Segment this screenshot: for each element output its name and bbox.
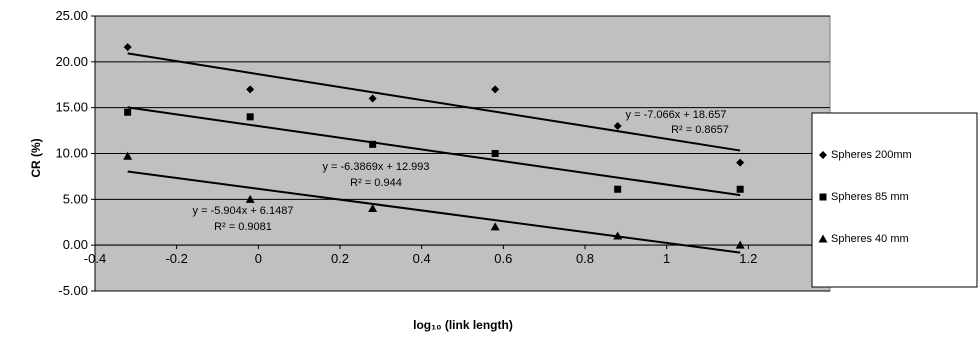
trend-equation-0: y = -7.066x + 18.657 <box>626 109 727 121</box>
point-s1-5 <box>736 185 744 193</box>
x-tick-label-0: -0.4 <box>84 251 106 266</box>
y-tick-label-4: 15.00 <box>55 100 88 115</box>
trend-equations: y = -7.066x + 18.657 R² = 0.8657 y = -6.38… <box>193 109 729 233</box>
point-s1-4 <box>614 185 622 193</box>
y-tick-label-2: 5.00 <box>63 191 88 206</box>
point-s2-0 <box>123 151 133 160</box>
y-axis-title: CR (%) <box>29 138 43 177</box>
x-tick-label-1: -0.2 <box>165 251 187 266</box>
legend-box <box>811 112 978 288</box>
point-s0-3 <box>491 85 500 94</box>
point-s1-0 <box>124 108 132 116</box>
x-tick-label-4: 0.4 <box>413 251 431 266</box>
point-s2-3 <box>490 222 500 231</box>
x-tick-label-8: 1.2 <box>739 251 757 266</box>
point-s0-4 <box>613 122 622 130</box>
trendline-0 <box>127 52 741 152</box>
point-s0-2 <box>368 94 377 103</box>
point-s2-4 <box>613 231 623 240</box>
trend-r2-1: R² = 0.944 <box>350 177 402 189</box>
y-tick-label-0: -5.00 <box>58 283 88 298</box>
point-s2-2 <box>368 204 378 212</box>
x-tick-label-2: 0 <box>255 251 262 266</box>
y-tick-label-1: 0.00 <box>63 237 88 252</box>
x-tick-label-3: 0.2 <box>331 251 349 266</box>
data-points <box>123 43 745 249</box>
x-tick-label-7: 1 <box>663 251 670 266</box>
point-s2-1 <box>245 194 255 203</box>
y-tick-labels: -5.00 0.00 5.00 10.00 15.00 20.00 25.00 <box>55 8 95 298</box>
trend-r2-0: R² = 0.8657 <box>671 124 729 136</box>
point-s1-3 <box>491 150 499 157</box>
trendlines <box>127 52 741 254</box>
x-tick-label-5: 0.6 <box>494 251 512 266</box>
trend-equation-2: y = -5.904x + 6.1487 <box>193 205 294 217</box>
legend-label-2: Spheres 40 mm <box>831 233 909 245</box>
y-tick-label-3: 10.00 <box>55 146 88 161</box>
trendline-2 <box>127 170 741 254</box>
legend: Spheres 200mm Spheres 85 mm Spheres 40 mm <box>811 112 978 288</box>
x-tick-label-6: 0.8 <box>576 251 594 266</box>
x-tick-labels: -0.4-0.200.20.40.60.811.21.4 <box>84 245 839 266</box>
point-s1-1 <box>246 113 254 121</box>
trendline-1 <box>127 106 741 197</box>
legend-marker-2 <box>818 234 828 243</box>
trend-equation-1: y = -6.3869x + 12.993 <box>322 161 429 173</box>
legend-label-1: Spheres 85 mm <box>831 191 909 203</box>
trend-r2-2: R² = 0.9081 <box>214 221 272 233</box>
legend-marker-0 <box>819 151 827 159</box>
point-s1-2 <box>369 140 377 148</box>
point-s0-0 <box>123 43 132 52</box>
legend-marker-1 <box>819 193 827 201</box>
point-s0-5 <box>736 158 745 167</box>
point-s2-5 <box>735 240 745 249</box>
y-tick-label-5: 20.00 <box>55 54 88 69</box>
x-axis-title: log₁₀ (link length) <box>413 318 513 332</box>
legend-label-0: Spheres 200mm <box>831 149 912 161</box>
point-s0-1 <box>246 85 255 94</box>
y-tick-label-6: 25.00 <box>55 8 88 23</box>
